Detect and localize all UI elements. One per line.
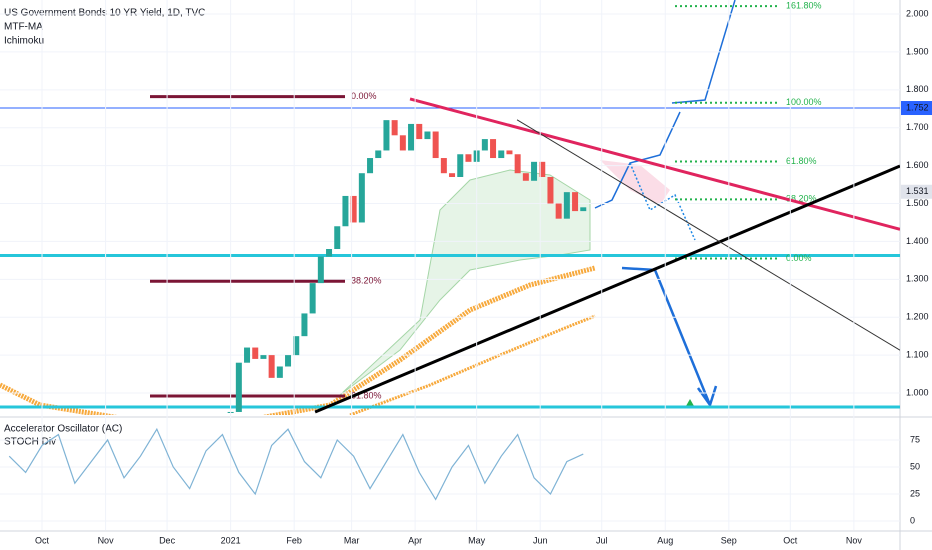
candle: [276, 366, 283, 378]
candle: [490, 139, 497, 159]
ichimoku-cloud: [600, 160, 670, 205]
candle: [522, 173, 529, 181]
fib-label: 0.00%: [786, 253, 812, 263]
y-tick-label: 0: [910, 515, 915, 525]
x-tick-label: Feb: [286, 535, 302, 545]
candle: [457, 154, 464, 177]
candle: [244, 347, 251, 363]
x-tick-label: Nov: [98, 535, 115, 545]
candle: [555, 203, 562, 219]
candle: [531, 161, 538, 181]
y-tick-label: 1.300: [906, 274, 929, 284]
candle: [285, 355, 292, 367]
x-tick-label: Jun: [533, 535, 548, 545]
candle: [440, 158, 447, 174]
fib-label: 38.20%: [351, 276, 382, 286]
candle: [481, 139, 488, 151]
indicator-label: Ichimoku: [4, 36, 44, 47]
candle: [432, 131, 439, 159]
x-tick-label: Sep: [721, 535, 737, 545]
y-tick-label: 1.800: [906, 84, 929, 94]
x-tick-label: Oct: [35, 535, 50, 545]
candle: [235, 362, 242, 412]
candle: [547, 176, 554, 204]
y-tick-label: 75: [910, 434, 920, 444]
candle: [334, 226, 341, 249]
candle: [506, 150, 513, 155]
x-tick-label: Aug: [657, 535, 673, 545]
candle: [260, 355, 267, 359]
fib-label: 161.80%: [786, 0, 822, 10]
y-tick-label: 1.600: [906, 160, 929, 170]
candle: [342, 195, 349, 227]
price-label: 1.531: [906, 186, 929, 196]
candle: [391, 120, 398, 136]
candle: [367, 158, 374, 174]
candle: [326, 249, 333, 257]
fib-label: 0.00%: [351, 91, 377, 101]
y-tick-label: 1.900: [906, 46, 929, 56]
candle: [399, 135, 406, 151]
candle: [514, 154, 521, 174]
candle: [424, 131, 431, 140]
candle: [408, 123, 415, 151]
y-tick-label: 50: [910, 461, 920, 471]
price-label-box: [901, 101, 932, 116]
candle: [465, 154, 472, 162]
candle: [539, 161, 546, 177]
candle: [563, 192, 570, 219]
candle: [580, 207, 587, 212]
price-label-box: [901, 184, 932, 199]
x-tick-label: 2021: [221, 535, 241, 545]
y-tick-label: 1.100: [906, 349, 929, 359]
x-tick-label: May: [468, 535, 486, 545]
y-tick-label: 2.000: [906, 8, 929, 18]
candle: [498, 150, 505, 159]
trendline: [314, 164, 900, 414]
candle: [358, 173, 365, 223]
stoch-line: [8, 427, 584, 501]
candle: [301, 313, 308, 337]
fib-label: 38.20%: [786, 194, 817, 204]
indicator-label: STOCH Div: [4, 437, 56, 448]
y-tick-label: 1.400: [906, 236, 929, 246]
candle: [350, 195, 357, 223]
indicator-label: MTF-MA: [4, 22, 43, 33]
fib-label: 61.80%: [786, 156, 817, 166]
trendline: [516, 119, 900, 351]
y-tick-label: 1.700: [906, 122, 929, 132]
trendline: [409, 97, 900, 231]
x-tick-label: Mar: [344, 535, 360, 545]
candle: [252, 347, 259, 359]
candle: [416, 123, 423, 140]
x-tick-label: Jul: [596, 535, 608, 545]
x-tick-label: Oct: [783, 535, 798, 545]
y-tick-label: 1.200: [906, 312, 929, 322]
y-tick-label: 25: [910, 488, 920, 498]
candle: [449, 173, 456, 177]
x-tick-label: Dec: [159, 535, 176, 545]
indicator-label: Accelerator Oscillator (AC): [4, 424, 122, 435]
candle: [317, 256, 324, 284]
candle: [572, 192, 579, 212]
x-tick-label: Apr: [408, 535, 422, 545]
candle: [383, 120, 390, 151]
marker: [686, 399, 694, 406]
candle: [293, 336, 300, 356]
chart-title: US Government Bonds 10 YR Yield, 1D, TVC: [4, 8, 205, 19]
candle: [309, 283, 316, 314]
y-tick-label: 1.500: [906, 198, 929, 208]
fib-label: 100.00%: [786, 97, 822, 107]
candle: [268, 355, 275, 378]
candle: [375, 150, 382, 159]
projection-arrow: [671, 0, 736, 104]
price-pane: 0.00% 38.20% 61.80% 161.80% 100.00% 61.80% 38.…: [0, 0, 900, 414]
x-tick-label: Nov: [846, 535, 863, 545]
price-label: 1.752: [906, 102, 929, 112]
fib-label: 61.80%: [351, 390, 382, 400]
projection-path: [629, 162, 696, 241]
y-tick-label: 1.000: [906, 387, 929, 397]
